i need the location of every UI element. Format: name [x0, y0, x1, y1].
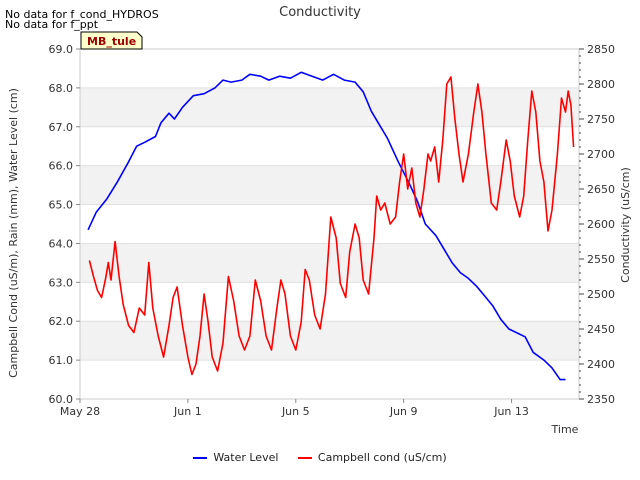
grid-band — [80, 321, 579, 361]
x-tick-label: Jun 5 — [281, 405, 310, 418]
right-tick-label: 2650 — [587, 183, 615, 196]
left-tick-label: 60.0 — [49, 393, 74, 406]
series-line-water-level — [87, 71, 566, 381]
right-tick-label: 2500 — [587, 288, 615, 301]
left-tick-label: 69.0 — [49, 43, 74, 56]
site-badge-label: MB_tule — [87, 35, 136, 48]
right-axis-ticks: 2350 2400 2450 2500 2550 2600 2650 2700 2750 2800… — [579, 43, 615, 406]
left-axis-label: Campbell Cond (uS/m), Rain (mm), Water L… — [7, 88, 20, 378]
left-tick-label: 62.0 — [49, 315, 74, 328]
no-data-note-1: No data for f_cond_HYDROS — [5, 8, 159, 21]
legend-item-water-level: Water Level — [193, 451, 278, 464]
right-tick-label: 2750 — [587, 113, 615, 126]
right-tick-label: 2850 — [587, 43, 615, 56]
right-tick-label: 2700 — [587, 148, 615, 161]
legend-label-campbell-cond: Campbell cond (uS/cm) — [317, 451, 447, 464]
x-tick-label: Jun 1 — [173, 405, 202, 418]
right-tick-label: 2550 — [587, 253, 615, 266]
right-tick-label: 2800 — [587, 78, 615, 91]
series-line-campbell-cond — [88, 76, 575, 376]
right-tick-label: 2350 — [587, 393, 615, 406]
grid-band — [80, 165, 579, 205]
left-tick-label: 66.0 — [49, 160, 74, 173]
right-axis-label: Conductivity (uS/cm) — [619, 167, 632, 283]
x-axis-ticks: May 28 Jun 1 Jun 5 Jun 9 Jun 13 — [60, 399, 529, 418]
right-tick-label: 2450 — [587, 323, 615, 336]
x-tick-label: Jun 13 — [493, 405, 529, 418]
legend-label-water-level: Water Level — [213, 451, 279, 464]
left-tick-label: 61.0 — [49, 354, 74, 367]
legend-item-campbell-cond: Campbell cond (uS/cm) — [297, 451, 447, 464]
right-tick-label: 2600 — [587, 218, 615, 231]
grid-band — [80, 87, 579, 127]
left-tick-label: 68.0 — [49, 82, 74, 95]
x-tick-label: Jun 9 — [389, 405, 418, 418]
left-axis-ticks: 60.0 61.0 62.0 63.0 64.0 65.0 66.0 67.0 68.0 69.0 — [49, 43, 80, 406]
legend-swatch-water-level — [193, 457, 208, 459]
left-tick-label: 67.0 — [49, 121, 74, 134]
grid-band — [80, 243, 579, 283]
site-badge-box — [80, 31, 143, 50]
left-tick-label: 63.0 — [49, 276, 74, 289]
chart-title: Conductivity — [279, 5, 361, 20]
right-tick-label: 2400 — [587, 358, 615, 371]
site-badge: MB_tule — [80, 31, 143, 50]
legend-swatch-campbell-cond — [297, 457, 312, 459]
no-data-note-2: No data for f_ppt — [5, 18, 99, 31]
x-axis-label: Time — [551, 423, 579, 436]
left-tick-label: 64.0 — [49, 237, 74, 250]
series-lines — [87, 71, 575, 381]
left-tick-label: 65.0 — [49, 199, 74, 212]
legend: Water Level Campbell cond (uS/cm) — [0, 451, 640, 464]
x-tick-label: May 28 — [60, 405, 100, 418]
